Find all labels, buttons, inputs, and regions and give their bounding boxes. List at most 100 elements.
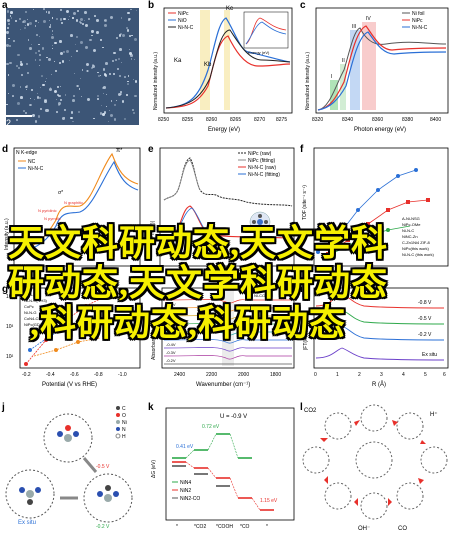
tem-speckle [133, 78, 135, 80]
tem-speckle [70, 111, 74, 114]
legend: A-Ni-NSG NiPc-OMe Ni-N-C NiNC-Zn C-Zn1Ni… [402, 216, 434, 257]
tem-speckle [86, 98, 90, 102]
tem-speckle [110, 100, 113, 102]
connectors [185, 433, 261, 511]
tem-speckle [79, 77, 81, 80]
tem-speckle [104, 18, 108, 22]
tem-speckle [84, 23, 88, 27]
tem-speckle [22, 20, 26, 24]
svg-text:0: 0 [314, 372, 317, 378]
tem-speckle [102, 92, 104, 94]
legend: Ni-N-C Ni-N-C(NH3) CoPc Ni-N-G CoN4-CNT … [24, 292, 48, 327]
tem-speckle [97, 71, 100, 74]
y-axis-label: Normalized intensity (a.u.) [153, 52, 159, 110]
tem-speckle [29, 104, 32, 106]
tem-speckle [128, 48, 131, 51]
tem-speckle [26, 18, 29, 20]
tem-speckle [77, 110, 80, 113]
tem-speckle [46, 57, 48, 59]
tem-speckle [35, 59, 37, 61]
tem-speckle [26, 88, 28, 90]
legend-ninc: Ni-N-C [28, 166, 44, 172]
tem-speckle [6, 103, 8, 106]
tem-speckle [20, 28, 22, 30]
tem-speckle [10, 17, 13, 19]
tem-speckle [9, 44, 12, 48]
trace-labels: -1.0V -0.9V -0.8V -0.7V -0.6V -0.5V -0.4… [166, 294, 176, 363]
panel-d: d N K-edge NC Ni-N-C π* σ* N pyridinic N… [0, 140, 146, 280]
panel-label-l: l [300, 402, 303, 413]
tem-speckle [109, 110, 111, 112]
y-axis-label: ΔG (eV) [151, 460, 157, 478]
tem-speckle [55, 69, 57, 72]
tem-speckle [81, 95, 83, 97]
tem-speckle [81, 69, 83, 71]
tem-speckle [58, 94, 61, 97]
tem-speckle [109, 114, 113, 118]
svg-text:3: 3 [380, 372, 383, 378]
xanes-chart: Energy (eV) NiPc NiO Ni-N-C Ka Kb Kc 825… [153, 6, 293, 133]
tem-speckle [109, 73, 111, 75]
tem-speckle [70, 55, 72, 58]
svg-text:-0.6: -0.6 [70, 372, 79, 378]
tem-speckle [7, 93, 9, 95]
svg-text:5: 5 [424, 372, 427, 378]
tem-speckle [17, 67, 20, 70]
chart-title: N K-edge [16, 150, 37, 156]
series-ninc [165, 29, 291, 109]
svg-text:1: 1 [336, 372, 339, 378]
tem-speckle [7, 74, 10, 77]
svg-text:-0.9V: -0.9V [166, 302, 176, 307]
legend: NiN4 NiN2 NiN2-CO [172, 480, 200, 502]
tem-speckle [42, 8, 45, 10]
x-axis-label: Energy (eV) [208, 127, 240, 133]
svg-text:6: 6 [443, 372, 446, 378]
svg-text:10²: 10² [6, 354, 14, 360]
x-ticks: -0.2 -0.4 -0.6 -0.8 -1.0 [22, 372, 127, 378]
tem-speckle [45, 108, 49, 112]
svg-text:NiPc(GDY): NiPc(GDY) [24, 322, 44, 327]
label-co2: CO2 [304, 408, 317, 414]
tem-speckle [68, 15, 71, 18]
svg-text:8250: 8250 [158, 117, 169, 123]
y-axis-label: Normalized intensity (a.u.) [305, 52, 311, 110]
band-iii [350, 30, 360, 110]
label-minus-05v: -0.5 V [96, 464, 110, 470]
tem-speckle [117, 68, 119, 70]
tem-speckle [55, 98, 58, 100]
series-ninc-fit [163, 207, 209, 243]
y-axis-label: |FT(k²χ)| [150, 221, 156, 240]
value-041: 0.41 eV [176, 444, 194, 450]
tem-speckle [37, 21, 39, 23]
tem-speckle [35, 120, 38, 123]
svg-text:-0.8 V: -0.8 V [418, 300, 432, 306]
series-ninc [15, 160, 139, 253]
tem-speckle [93, 117, 96, 120]
tem-speckle [66, 10, 70, 14]
scale-bar-label: 2 nm [6, 118, 19, 138]
tem-speckle [114, 59, 117, 62]
tem-speckle [97, 95, 100, 98]
tem-speckle [59, 85, 61, 87]
band-iv [362, 22, 376, 110]
x-axis-label: R (Å) [372, 381, 386, 388]
tem-speckle [26, 63, 29, 66]
tem-speckle [91, 34, 93, 36]
legend-nipc: NiPc [178, 11, 189, 17]
tem-speckle [102, 68, 106, 71]
svg-text:2000: 2000 [238, 372, 249, 378]
tem-speckle [72, 12, 76, 16]
panel-e: e NiPc (raw) NiPc (fitting) Ni-N-C (raw)… [146, 140, 298, 280]
tem-speckle [15, 64, 19, 68]
legend-ni-foil: Ni foil [412, 11, 425, 17]
tem-speckle [115, 100, 118, 102]
label-minus-02v: -0.2 V [96, 524, 110, 530]
tem-speckle [39, 86, 41, 89]
svg-text:*: * [176, 524, 178, 530]
tem-speckle [69, 60, 71, 62]
tem-speckle [50, 87, 52, 89]
tem-speckle [96, 30, 99, 34]
tem-speckle [53, 61, 56, 63]
tem-speckle [54, 42, 57, 45]
annot-sigma: σ* [58, 190, 63, 196]
